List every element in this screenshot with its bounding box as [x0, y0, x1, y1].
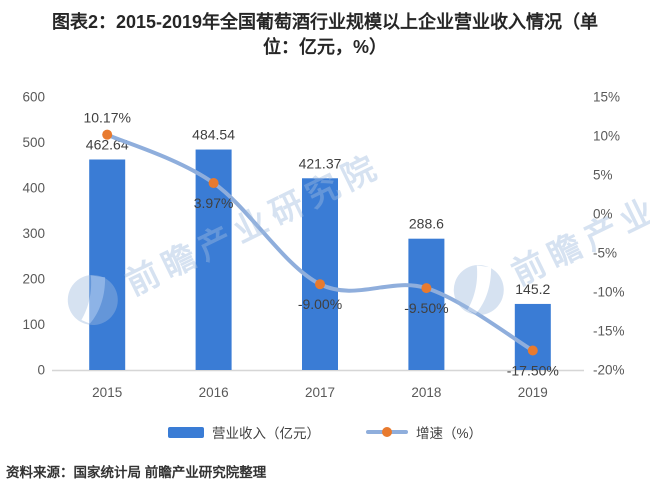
legend-label-growth: 增速（%）	[415, 426, 482, 441]
svg-text:5%: 5%	[593, 168, 613, 183]
svg-text:-10%: -10%	[593, 285, 625, 300]
svg-text:100: 100	[22, 317, 45, 332]
svg-text:484.54: 484.54	[192, 127, 235, 143]
svg-text:15%: 15%	[593, 90, 620, 105]
svg-text:145.2: 145.2	[515, 281, 550, 297]
legend-label-revenue: 营业收入（亿元）	[211, 426, 320, 441]
svg-text:400: 400	[22, 181, 45, 196]
svg-text:-15%: -15%	[593, 324, 625, 339]
line-series-swatch-icon	[365, 427, 408, 437]
line-marker-icon	[381, 427, 392, 437]
legend-item-revenue: 营业收入（亿元）	[167, 422, 320, 442]
svg-text:-17.50%: -17.50%	[507, 363, 559, 379]
svg-text:10.17%: 10.17%	[83, 110, 130, 126]
svg-text:2015: 2015	[92, 385, 122, 400]
svg-text:600: 600	[22, 90, 45, 105]
legend-item-growth: 增速（%）	[365, 422, 482, 442]
svg-text:0: 0	[37, 363, 45, 378]
chart-title-line1: 图表2：2015-2019年全国葡萄酒行业规模以上企业营业收入情况（单	[51, 12, 599, 32]
svg-text:-20%: -20%	[593, 363, 625, 378]
svg-text:3.97%: 3.97%	[194, 195, 234, 211]
svg-text:200: 200	[22, 272, 45, 287]
svg-text:421.37: 421.37	[299, 155, 342, 171]
svg-text:2018: 2018	[411, 385, 441, 400]
chart-title-line2: 位：亿元，%）	[262, 37, 387, 58]
svg-text:300: 300	[22, 226, 45, 241]
svg-text:0%: 0%	[593, 207, 613, 222]
svg-text:500: 500	[22, 135, 45, 150]
svg-text:-9.50%: -9.50%	[404, 300, 448, 316]
bar-series-swatch-icon	[167, 426, 204, 438]
svg-text:-9.00%: -9.00%	[298, 296, 342, 312]
svg-text:2017: 2017	[305, 385, 335, 400]
chart-legend: 营业收入（亿元） 增速（%）	[0, 422, 650, 442]
svg-text:288.6: 288.6	[409, 216, 444, 232]
chart-title: 图表2：2015-2019年全国葡萄酒行业规模以上企业营业收入情况（单 位：亿元…	[0, 10, 650, 60]
source-note: 资料来源：国家统计局 前瞻产业研究院整理	[6, 465, 267, 480]
svg-text:-5%: -5%	[593, 246, 617, 261]
svg-text:2016: 2016	[199, 385, 229, 400]
svg-text:10%: 10%	[593, 129, 620, 144]
svg-text:2019: 2019	[518, 385, 548, 400]
